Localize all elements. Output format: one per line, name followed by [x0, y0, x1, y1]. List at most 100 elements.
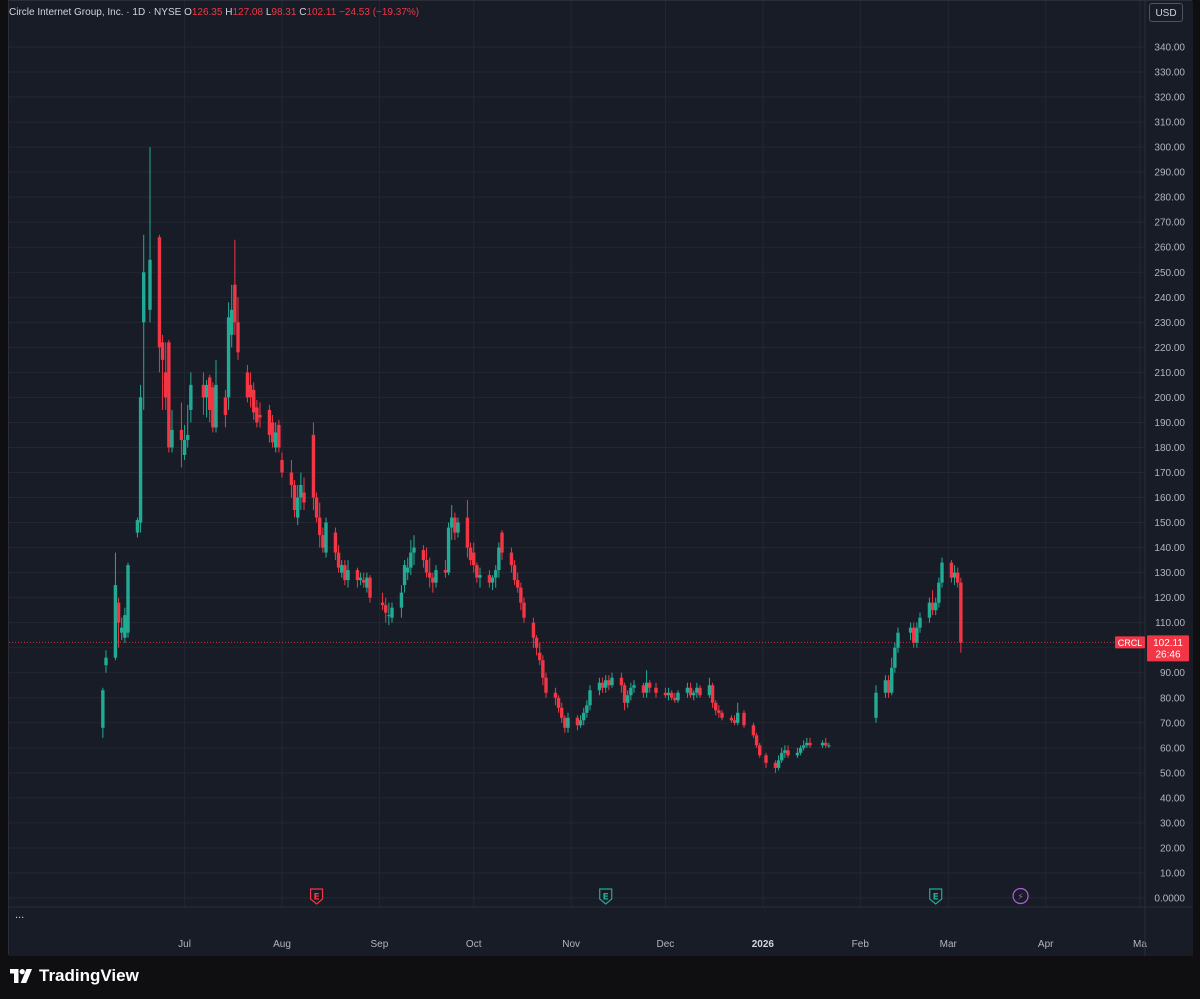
candle[interactable] — [170, 409, 174, 453]
candle[interactable] — [736, 702, 740, 726]
candle[interactable] — [494, 565, 498, 588]
candle[interactable] — [406, 557, 410, 581]
candle[interactable] — [214, 359, 218, 433]
candle[interactable] — [531, 617, 536, 648]
candle[interactable] — [358, 572, 363, 586]
candle[interactable] — [560, 702, 564, 723]
candle[interactable] — [934, 597, 938, 616]
candle[interactable] — [673, 692, 677, 703]
candle[interactable] — [292, 480, 297, 518]
candle[interactable] — [538, 642, 542, 666]
candle[interactable] — [500, 530, 504, 561]
candle[interactable] — [277, 419, 281, 453]
candle[interactable] — [908, 622, 913, 641]
candle[interactable] — [956, 567, 960, 588]
candle[interactable] — [280, 452, 284, 478]
candle[interactable] — [626, 690, 630, 708]
candle[interactable] — [333, 527, 338, 561]
candle[interactable] — [654, 682, 658, 698]
candle[interactable] — [729, 715, 734, 723]
candle[interactable] — [600, 677, 605, 693]
candle[interactable] — [402, 560, 407, 593]
candle[interactable] — [783, 745, 787, 758]
candle[interactable] — [179, 402, 184, 468]
candle[interactable] — [182, 424, 187, 460]
split-marker[interactable]: ⚡ — [1012, 887, 1029, 905]
candle[interactable] — [912, 622, 916, 648]
candle[interactable] — [434, 565, 438, 588]
candle[interactable] — [534, 635, 539, 656]
candle[interactable] — [270, 414, 275, 448]
candle[interactable] — [101, 687, 105, 738]
candle[interactable] — [937, 577, 941, 608]
candle[interactable] — [670, 690, 674, 701]
candle[interactable] — [896, 627, 900, 653]
candle[interactable] — [717, 705, 721, 718]
candle[interactable] — [644, 670, 649, 698]
candle[interactable] — [685, 682, 690, 698]
candle[interactable] — [453, 512, 457, 541]
candle[interactable] — [245, 364, 250, 403]
earnings-marker[interactable]: E — [309, 888, 324, 905]
candle[interactable] — [299, 472, 303, 511]
candle[interactable] — [666, 687, 671, 701]
candle[interactable] — [230, 284, 234, 348]
candle[interactable] — [604, 675, 608, 693]
candle[interactable] — [827, 742, 831, 748]
candle[interactable] — [208, 374, 212, 423]
candle[interactable] — [135, 517, 140, 538]
candle[interactable] — [710, 682, 715, 708]
candle[interactable] — [927, 597, 932, 623]
candle[interactable] — [732, 715, 737, 726]
candle[interactable] — [255, 399, 259, 428]
candle[interactable] — [450, 505, 454, 541]
candle[interactable] — [336, 545, 341, 573]
candle[interactable] — [123, 607, 127, 643]
candle[interactable] — [201, 372, 206, 415]
candle[interactable] — [368, 575, 372, 603]
candle[interactable] — [930, 590, 935, 616]
candle[interactable] — [512, 560, 517, 586]
candle[interactable] — [648, 680, 652, 693]
candle[interactable] — [692, 690, 696, 701]
candle[interactable] — [597, 677, 602, 696]
candle[interactable] — [585, 700, 589, 718]
candle[interactable] — [915, 622, 919, 648]
candle[interactable] — [446, 522, 451, 576]
earnings-marker[interactable]: E — [929, 888, 943, 905]
candle[interactable] — [343, 560, 347, 586]
candle[interactable] — [522, 597, 526, 623]
candle[interactable] — [893, 642, 897, 673]
candlestick-chart[interactable]: 0.0000 10.00 20.00 30.00 40.00 50.00 60.00 70.0… — [9, 1, 1193, 956]
candle[interactable] — [226, 302, 231, 410]
candle[interactable] — [519, 582, 523, 611]
candle[interactable] — [805, 737, 809, 748]
candle[interactable] — [563, 715, 567, 733]
candle[interactable] — [795, 747, 800, 758]
candle[interactable] — [409, 540, 413, 576]
candle[interactable] — [321, 527, 325, 553]
candle[interactable] — [940, 557, 944, 588]
candle[interactable] — [365, 572, 369, 593]
candle[interactable] — [541, 655, 545, 686]
candle[interactable] — [544, 672, 548, 698]
candle[interactable] — [324, 517, 328, 558]
candle[interactable] — [390, 602, 394, 623]
candle[interactable] — [676, 690, 680, 703]
candle[interactable] — [883, 675, 888, 698]
candle[interactable] — [412, 535, 416, 566]
candle[interactable] — [959, 577, 963, 653]
candle[interactable] — [663, 687, 668, 698]
candle[interactable] — [786, 745, 790, 758]
candle[interactable] — [148, 147, 152, 323]
candle[interactable] — [780, 747, 784, 763]
candle[interactable] — [302, 477, 306, 511]
candle[interactable] — [120, 617, 124, 641]
candle[interactable] — [764, 752, 768, 768]
candle[interactable] — [443, 560, 448, 578]
candle[interactable] — [318, 502, 322, 548]
candle[interactable] — [758, 742, 762, 758]
candle[interactable] — [607, 675, 611, 691]
candle[interactable] — [824, 737, 828, 748]
candle[interactable] — [475, 562, 479, 583]
